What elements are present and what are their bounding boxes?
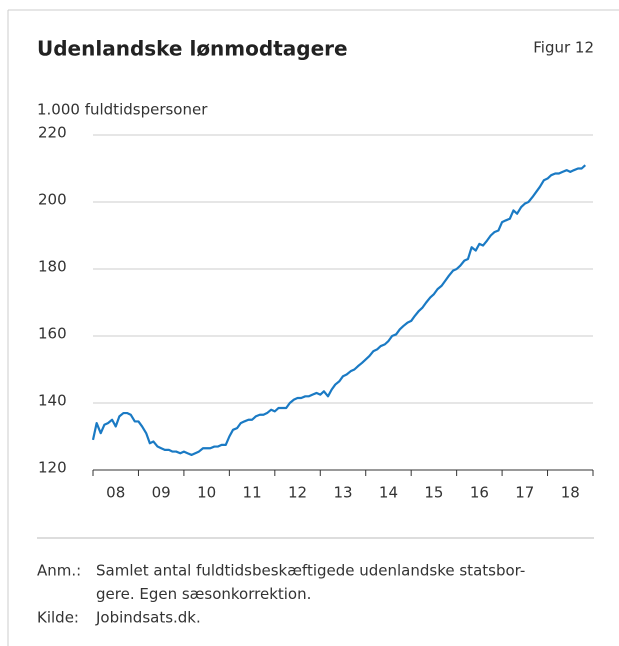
note-label: Anm.: <box>37 562 81 580</box>
x-tick-label: 13 <box>333 484 352 502</box>
note-label: Kilde: <box>37 609 79 627</box>
chart-title: Udenlandske lønmodtagere <box>37 37 348 61</box>
x-tick-label: 18 <box>561 484 580 502</box>
y-tick-label: 180 <box>38 258 67 276</box>
y-tick-label: 160 <box>38 325 67 343</box>
y-tick-label: 200 <box>38 191 67 209</box>
x-tick-label: 10 <box>197 484 216 502</box>
x-tick-label: 11 <box>243 484 262 502</box>
line <box>91 164 587 457</box>
note-text: Samlet antal fuldtidsbeskæftigede udenla… <box>96 562 525 580</box>
x-tick-label: 09 <box>152 484 171 502</box>
y-tick-label: 220 <box>38 124 67 142</box>
y-tick-label: 120 <box>38 459 67 477</box>
x-tick-label: 08 <box>106 484 125 502</box>
x-tick-label: 14 <box>379 484 398 502</box>
x-tick-label: 16 <box>470 484 489 502</box>
y-axis-label: 1.000 fuldtidspersoner <box>37 101 208 119</box>
x-tick-label: 15 <box>424 484 443 502</box>
note-text: Jobindsats.dk. <box>95 609 201 627</box>
y-tick-label: 140 <box>38 392 67 410</box>
figure-label: Figur 12 <box>533 39 594 57</box>
x-tick-label: 17 <box>515 484 534 502</box>
note-text: gere. Egen sæsonkorrektion. <box>96 585 311 603</box>
x-tick-label: 12 <box>288 484 307 502</box>
